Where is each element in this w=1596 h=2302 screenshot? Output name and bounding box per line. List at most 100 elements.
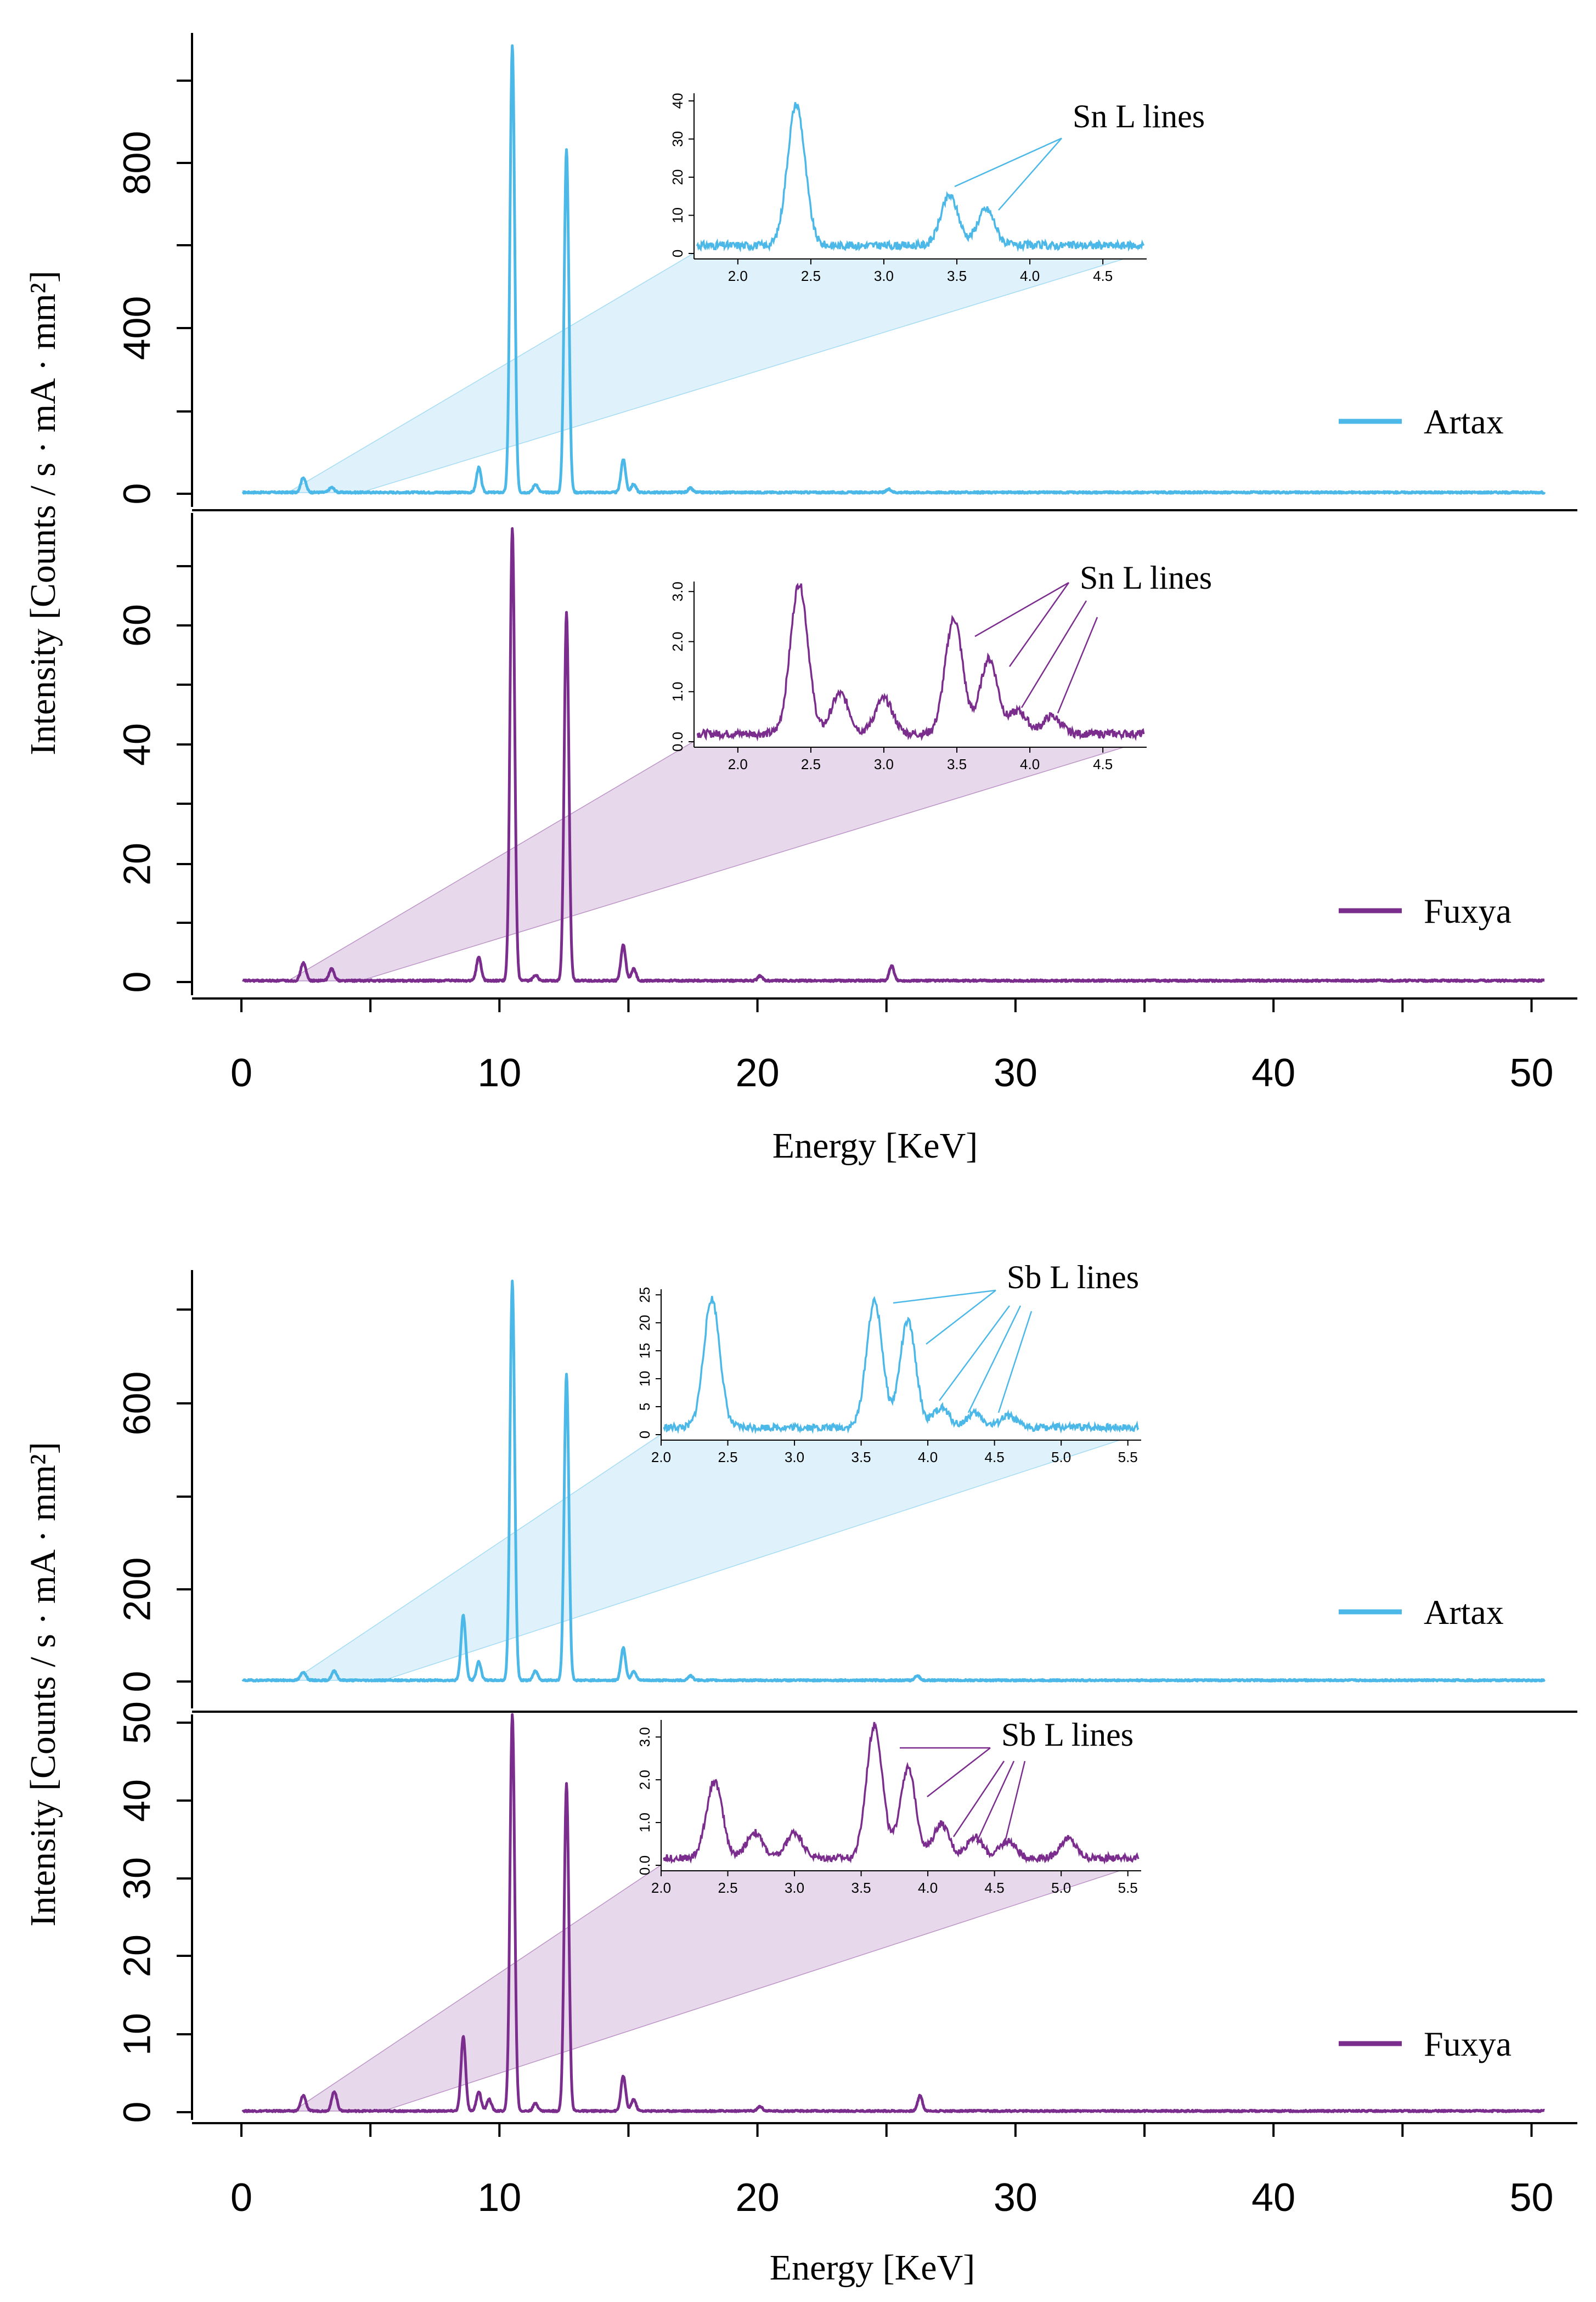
zoom-wedge: [286, 252, 1146, 493]
annotation-label: Sb L lines: [1007, 1259, 1139, 1295]
inset-x-tick-label: 4.0: [918, 1880, 938, 1896]
top-x-tick-label: 10: [477, 1051, 521, 1095]
inset-x-tick-label: 2.0: [728, 268, 748, 284]
zoom-wedge: [291, 1864, 1141, 2112]
y-tick-label: 50: [115, 1701, 158, 1744]
inset-spectrum-line: [663, 1296, 1140, 1435]
bottom-x-axis-group: 0 10 20 30 40 50: [192, 2122, 1577, 2220]
inset-x-tick-label: 2.5: [801, 756, 821, 772]
inset-top-fuxya: 0.0 1.0 2.0 3.0 2.0 2.5 3.0 3.5 4.0 4.5 Sn L lines: [669, 560, 1212, 772]
inset-x-tick-label: 3.0: [874, 756, 894, 772]
top-xlabel: Energy [KeV]: [772, 1126, 978, 1166]
inset-y-tick-label: 2.0: [669, 631, 686, 651]
zoom-wedge: [291, 1433, 1141, 1681]
inset-y-tick-label: 40: [669, 93, 686, 109]
inset-y-tick-label: 30: [669, 131, 686, 147]
spectrum-line-fuxya: [241, 527, 1546, 983]
inset-y-tick-label: 5: [636, 1403, 653, 1410]
inset-y-tick-label: 0: [636, 1431, 653, 1438]
inset-x-tick-label: 3.5: [851, 1880, 871, 1896]
spectrum-line-artax: [241, 1279, 1546, 1683]
inset-bottom-artax: 0 5 10 15 20 25 2.0 2.5 3.0 3.5 4.0 4.5 5.0 5.5 Sb L l…: [636, 1259, 1141, 1465]
inset-y-tick-label: 10: [636, 1371, 653, 1387]
annotation-pointer: [1008, 582, 1070, 667]
y-tick-label: 40: [115, 723, 158, 766]
annotation-pointer: [967, 1305, 1022, 1413]
inset-x-tick-label: 2.5: [801, 268, 821, 284]
inset-spectrum-line: [696, 102, 1145, 253]
y-tick-label: 0: [115, 972, 158, 993]
top-ylabel: Intensity [Counts / s · mA · mm²]: [23, 270, 63, 755]
y-tick-label: 40: [115, 1779, 158, 1822]
annotation-pointer: [952, 1761, 1005, 1837]
inset-bg: [694, 93, 1147, 259]
annotation-pointer: [938, 1305, 1011, 1401]
inset-y-tick-label: 25: [636, 1287, 653, 1303]
y-tick-label: 20: [115, 843, 158, 885]
bottom-x-tick-label: 10: [477, 2176, 521, 2220]
y-tick-label: 0: [115, 483, 158, 505]
top-x-tick-label: 20: [736, 1051, 780, 1095]
inset-y-tick-label: 0: [669, 250, 686, 257]
top-x-tick-label: 50: [1509, 1051, 1553, 1095]
bottom-x-tick-label: 50: [1509, 2176, 1553, 2220]
inset-x-tick-label: 4.0: [1020, 268, 1040, 284]
spectrum-line-artax: [241, 44, 1546, 495]
y-tick-label: 30: [115, 1857, 158, 1900]
inset-spectrum-line: [663, 1722, 1140, 1865]
top-x-tick-label: 30: [994, 1051, 1037, 1095]
inset-x-tick-label: 5.0: [1051, 1449, 1071, 1465]
annotation-label: Sn L lines: [1080, 560, 1212, 596]
annotation-label: Sn L lines: [1073, 98, 1205, 134]
annotation-pointer: [975, 1761, 1015, 1843]
inset-y-tick-label: 0.0: [669, 732, 686, 752]
annotation-pointer: [997, 1311, 1033, 1413]
annotation-label: Sb L lines: [1001, 1717, 1133, 1753]
bottom-x-tick-label: 20: [736, 2176, 780, 2220]
inset-y-tick-label: 20: [669, 169, 686, 185]
inset-x-tick-label: 3.5: [947, 756, 967, 772]
inset-x-tick-label: 4.5: [1093, 268, 1113, 284]
y-tick-label: 600: [115, 1372, 158, 1436]
spectrum-line-fuxya: [241, 1713, 1546, 2113]
annotation-pointer: [927, 1747, 991, 1797]
inset-x-tick-label: 4.0: [1020, 756, 1040, 772]
inset-y-tick-label: 3.0: [669, 582, 686, 601]
annotation-pointer: [893, 1289, 996, 1304]
bottom-x-tick-label: 40: [1251, 2176, 1295, 2220]
inset-top-artax: 0 10 20 30 40 2.0 2.5 3.0 3.5 4.0 4.5 Sn L lines: [669, 93, 1205, 284]
inset-x-tick-label: 2.0: [728, 756, 748, 772]
annotation-pointer: [1057, 617, 1098, 714]
inset-y-tick-label: 0.0: [636, 1855, 653, 1875]
y-tick-label: 200: [115, 1558, 158, 1622]
bottom-x-tick-label: 30: [994, 2176, 1037, 2220]
inset-y-tick-label: 20: [636, 1315, 653, 1331]
annotation-pointer: [926, 1290, 996, 1345]
top-x-tick-label: 0: [230, 1051, 252, 1095]
panel-top-fuxya: 0 20 40 60 Fuxya 0.0 1.0 2.0 3.0 2.0 2.5 3.0 3.5 4.0 4…: [115, 513, 1546, 995]
top-x-axis-group: 0 10 20 30 40 50: [192, 997, 1577, 1095]
bottom-x-tick-label: 0: [230, 2176, 252, 2220]
inset-spectrum-line: [696, 582, 1145, 742]
y-tick-label: 400: [115, 296, 158, 360]
top-x-tick-label: 40: [1251, 1051, 1295, 1095]
inset-x-tick-label: 5.5: [1118, 1880, 1138, 1896]
legend-label: Artax: [1424, 1593, 1504, 1632]
inset-x-tick-label: 4.5: [985, 1449, 1005, 1465]
y-tick-label: 60: [115, 604, 158, 647]
inset-x-tick-label: 4.0: [918, 1449, 938, 1465]
inset-x-tick-label: 2.5: [718, 1449, 737, 1465]
panel-bottom-artax: 0 200 600 Artax 0 5 10 15 20 25 2.0 2.5 3.0 3.5 4.0 4.5…: [115, 1259, 1546, 1708]
annotation-pointer: [954, 137, 1062, 188]
y-tick-label: 10: [115, 2013, 158, 2056]
inset-y-tick-label: 10: [669, 207, 686, 223]
y-tick-label: 0: [115, 2102, 158, 2123]
inset-x-tick-label: 5.5: [1118, 1449, 1138, 1465]
y-tick-label: 0: [115, 1671, 158, 1692]
annotation-pointer: [1003, 1761, 1026, 1847]
inset-y-tick-label: 1.0: [669, 682, 686, 702]
annotation-pointer: [1020, 600, 1087, 708]
annotation-pointer: [998, 138, 1062, 211]
zoom-wedge: [286, 740, 1146, 981]
